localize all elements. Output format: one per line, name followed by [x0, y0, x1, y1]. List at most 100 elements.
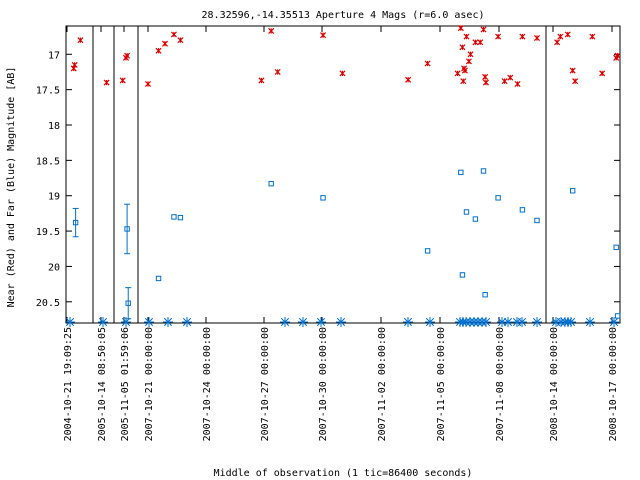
y-tick-label: 20.5 — [36, 298, 60, 309]
near-point — [482, 73, 489, 80]
x-tick-label: 2007-10-21 00:00:00 — [144, 327, 155, 441]
x-tick-label: 2005-11-05 01:59:06 — [120, 327, 131, 441]
far-point — [613, 244, 619, 251]
far-point — [268, 180, 274, 187]
far-point — [480, 168, 487, 174]
near-point — [465, 58, 472, 65]
y-tick-label: 19 — [48, 192, 60, 203]
near-point — [258, 77, 265, 84]
far-point — [72, 207, 79, 238]
near-point — [507, 74, 514, 81]
far-point — [463, 209, 470, 215]
near-point — [459, 44, 466, 51]
x-tick-label: 2007-11-08 00:00:00 — [495, 327, 506, 441]
limit-marker — [585, 317, 595, 327]
far-point — [177, 214, 184, 221]
near-point — [564, 31, 571, 38]
far-point — [482, 292, 488, 298]
near-point — [144, 80, 152, 88]
x-tick-label: 2007-10-27 00:00:00 — [260, 327, 271, 441]
x-tick-label: 2008-10-17 00:00:00 — [608, 327, 619, 441]
near-point — [268, 27, 275, 34]
near-point — [482, 79, 489, 86]
x-tick-label: 2007-11-05 00:00:00 — [436, 327, 447, 441]
far-point — [614, 313, 621, 319]
x-axis: 2004-10-21 19:09:25 2005-10-14 08:50:05 20… — [63, 26, 619, 441]
near-point — [454, 70, 461, 77]
limit-marker — [280, 317, 290, 327]
near-point — [103, 79, 110, 86]
far-point — [458, 169, 464, 176]
near-point — [461, 67, 468, 74]
near-point — [480, 26, 487, 33]
near-point — [77, 37, 84, 44]
limit-marker — [532, 317, 542, 327]
x-axis-label: Middle of observation (1 tic=86400 secon… — [214, 468, 473, 479]
near-point — [170, 31, 177, 38]
limit-marker — [609, 317, 619, 327]
far-point — [495, 195, 501, 201]
limit-marker — [517, 317, 527, 327]
near-point — [320, 32, 327, 39]
limit-marker — [121, 317, 131, 327]
x-tick-label: 2008-10-14 00:00:00 — [549, 327, 560, 441]
near-point — [124, 52, 131, 59]
near-point — [495, 33, 502, 40]
limit-marker — [336, 317, 346, 327]
far-point — [534, 217, 540, 224]
far-point — [459, 272, 466, 278]
limit-marker — [182, 317, 192, 327]
limit-marker — [425, 317, 435, 327]
segment-separators — [92, 26, 547, 323]
limit-marker — [144, 317, 154, 327]
near-point — [533, 34, 541, 42]
limit-marker — [65, 317, 75, 327]
x-tick-label: 2004-10-21 19:09:25 — [63, 327, 74, 441]
y-tick-label: 18.5 — [36, 156, 60, 167]
near-point — [161, 40, 169, 47]
limit-marker — [503, 317, 513, 327]
near-point — [572, 78, 579, 85]
near-point — [557, 33, 564, 40]
near-point — [467, 51, 474, 58]
far-point — [569, 188, 576, 194]
near-point — [177, 37, 184, 44]
near-point — [339, 70, 346, 77]
limit-markers — [65, 317, 619, 327]
limit-marker — [316, 317, 326, 327]
near-point — [457, 25, 464, 32]
y-axis: 17 17.5 18 18.5 19 19.5 20 20.5 — [36, 50, 620, 309]
x-tick-label: 2007-10-30 00:00:00 — [318, 327, 329, 441]
far-point — [171, 214, 177, 220]
chart-title: 28.32596,-14.35513 Aperture 4 Mags (r=6.… — [202, 10, 485, 21]
y-tick-label: 19.5 — [36, 227, 60, 238]
limit-marker — [566, 317, 576, 327]
near-point — [463, 33, 470, 40]
y-tick-label: 17 — [48, 50, 60, 61]
limit-marker — [481, 317, 491, 327]
near-point — [460, 78, 467, 85]
near-point — [472, 39, 479, 46]
limit-marker — [403, 317, 413, 327]
y-axis-label: Near (Red) and Far (Blue) Magnitude [AB] — [6, 67, 17, 308]
x-tick-label: 2007-10-24 00:00:00 — [202, 327, 213, 441]
far-point — [125, 287, 132, 320]
near-point — [274, 68, 281, 75]
y-tick-label: 18 — [48, 121, 60, 132]
limit-marker — [163, 317, 173, 327]
y-tick-label: 17.5 — [36, 86, 60, 97]
near-point — [514, 80, 521, 88]
far-point — [472, 216, 479, 222]
near-point — [519, 33, 526, 40]
far-point — [519, 207, 526, 213]
far-series — [72, 168, 621, 320]
near-point — [424, 60, 431, 67]
far-point — [124, 203, 131, 255]
near-point — [501, 78, 508, 85]
near-point — [614, 52, 621, 59]
near-series — [70, 25, 621, 88]
plot-frame — [65, 25, 621, 324]
near-point — [155, 47, 162, 54]
far-point — [155, 275, 162, 282]
